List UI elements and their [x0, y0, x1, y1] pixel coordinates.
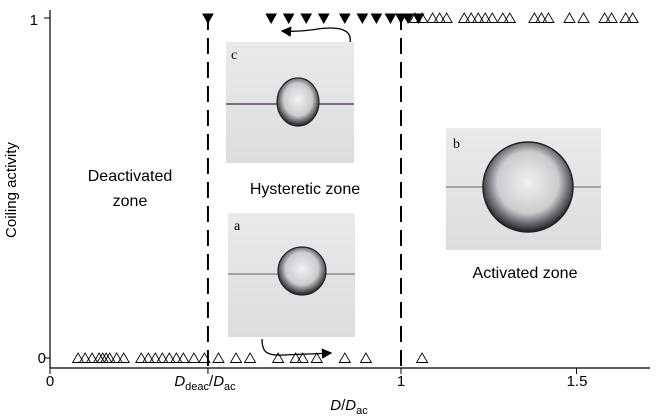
- photo-letter-a: a: [234, 219, 241, 234]
- point-open-1-13: [535, 12, 548, 23]
- point-open-1-11: [503, 12, 517, 23]
- threshold-lines: [206, 14, 402, 366]
- point-filled-0-1: [265, 13, 277, 25]
- point-open-1-20: [626, 12, 639, 23]
- point-open-2-6: [103, 352, 116, 363]
- photo-letter-c: c: [231, 48, 237, 63]
- point-open-1-16: [577, 12, 590, 23]
- point-filled-0-2: [282, 13, 295, 25]
- point-open-1-17: [598, 12, 611, 23]
- drop-c: [276, 77, 320, 127]
- arrow-to-c: [280, 26, 351, 43]
- point-filled-0-4: [317, 13, 330, 25]
- point-filled-0-6: [356, 13, 369, 25]
- point-open-2-2: [85, 352, 99, 363]
- x-tick-label-ddeac: Ddeac/Dac: [174, 373, 236, 393]
- photo-b: b: [446, 128, 601, 250]
- photo-a: a: [228, 213, 355, 337]
- ticks-layer: [44, 17, 577, 374]
- point-open-2-0: [71, 352, 85, 363]
- drop-a: [277, 246, 327, 296]
- point-open-2-18: [212, 352, 225, 363]
- point-open-1-4: [440, 12, 453, 23]
- point-open-2-12: [156, 352, 169, 363]
- zone-label-deactivated-2: zone: [113, 193, 148, 210]
- point-open-2-11: [149, 352, 162, 363]
- point-open-2-8: [117, 352, 130, 363]
- point-filled-0-3: [300, 13, 313, 25]
- data-points: [71, 12, 639, 363]
- point-open-2-1: [78, 352, 92, 363]
- point-open-2-17: [198, 352, 211, 363]
- point-open-1-7: [471, 12, 485, 23]
- point-open-2-21: [271, 352, 285, 363]
- point-open-2-23: [296, 352, 310, 363]
- drop-b: [482, 141, 574, 233]
- point-open-2-19: [229, 352, 243, 363]
- point-open-2-14: [170, 352, 183, 363]
- point-open-2-9: [134, 352, 148, 363]
- photo-letter-b: b: [453, 137, 460, 152]
- point-filled-0-5: [338, 13, 351, 25]
- point-open-2-20: [243, 352, 257, 363]
- point-open-2-22: [289, 352, 302, 363]
- point-open-1-5: [457, 12, 471, 23]
- point-open-1-15: [563, 12, 576, 23]
- point-open-2-24: [310, 352, 324, 363]
- x-tick-label-1-5: 1.5: [567, 373, 588, 390]
- zone-label-activated: Activated zone: [473, 265, 578, 282]
- point-filled-0-0: [202, 13, 214, 25]
- point-open-2-7: [110, 352, 123, 363]
- y-axis-title: Coiling activity: [3, 142, 20, 238]
- zone-label-deactivated-1: Deactivated: [88, 168, 173, 185]
- point-open-1-10: [496, 12, 510, 23]
- point-open-1-18: [605, 12, 618, 23]
- point-filled-0-8: [384, 13, 397, 25]
- y-tick-label-0: 0: [38, 350, 46, 367]
- x-axis-title: D/Dac: [330, 397, 368, 417]
- point-open-2-25: [338, 352, 352, 363]
- y-tick-label-1: 1: [30, 12, 38, 29]
- point-open-2-13: [163, 352, 176, 363]
- arrow-from-a: [261, 338, 333, 359]
- point-open-2-15: [177, 352, 190, 363]
- point-filled-0-7: [370, 13, 383, 25]
- point-filled-0-9: [395, 13, 407, 25]
- photo-c: c: [226, 42, 354, 163]
- point-open-1-1: [415, 12, 429, 23]
- point-open-1-14: [542, 12, 555, 23]
- point-open-2-26: [359, 352, 373, 363]
- point-open-1-19: [619, 12, 632, 23]
- point-open-1-2: [426, 12, 439, 23]
- x-tick-label-1: 1: [397, 373, 405, 390]
- point-filled-0-10: [402, 13, 414, 25]
- zone-label-hysteretic: Hysteretic zone: [250, 181, 360, 198]
- point-open-2-16: [187, 352, 201, 363]
- x-tick-label-0: 0: [46, 373, 54, 390]
- point-open-1-0: [408, 12, 422, 23]
- point-open-1-12: [528, 12, 541, 23]
- point-open-1-9: [485, 12, 499, 23]
- point-open-1-6: [464, 12, 478, 23]
- point-open-1-8: [478, 12, 492, 23]
- point-open-2-27: [415, 352, 429, 363]
- point-open-2-10: [141, 352, 155, 363]
- point-open-1-3: [433, 12, 446, 23]
